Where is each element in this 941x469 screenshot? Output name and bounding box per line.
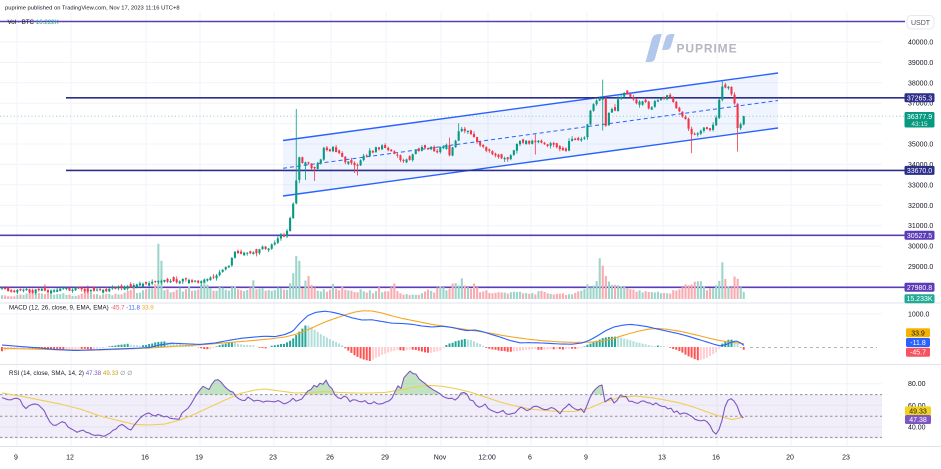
svg-text:PUPRIME: PUPRIME xyxy=(677,41,738,55)
svg-text:26: 26 xyxy=(326,455,334,462)
svg-text:31000.0: 31000.0 xyxy=(908,223,933,230)
svg-text:49.33: 49.33 xyxy=(909,408,927,415)
svg-text:19: 19 xyxy=(195,455,203,462)
svg-text:33.9: 33.9 xyxy=(911,330,925,337)
svg-text:40000.0: 40000.0 xyxy=(908,40,933,47)
svg-text:37265.3: 37265.3 xyxy=(907,95,932,102)
svg-text:20: 20 xyxy=(786,455,794,462)
svg-text:16: 16 xyxy=(712,455,720,462)
svg-text:RSI (14, close, SMA, 14, 2) 4: RSI (14, close, SMA, 14, 2) 47.38 49.33 … xyxy=(9,370,133,377)
svg-text:30000.0: 30000.0 xyxy=(908,244,933,251)
svg-text:43:15: 43:15 xyxy=(911,121,928,128)
svg-text:1000.0: 1000.0 xyxy=(908,312,930,319)
svg-text:60.00: 60.00 xyxy=(908,403,926,410)
svg-text:12:00: 12:00 xyxy=(478,455,496,462)
svg-text:35000.0: 35000.0 xyxy=(908,142,933,149)
svg-text:MACD (12, 26, close, 9, EMA, E: MACD (12, 26, close, 9, EMA, EMA) -45.7 … xyxy=(9,304,154,311)
svg-text:27980.8: 27980.8 xyxy=(907,285,932,292)
svg-text:33670.0: 33670.0 xyxy=(907,168,932,175)
svg-text:80.00: 80.00 xyxy=(908,381,926,388)
svg-text:13: 13 xyxy=(658,455,666,462)
svg-text:29: 29 xyxy=(381,455,389,462)
svg-text:9: 9 xyxy=(14,455,18,462)
svg-text:34000.0: 34000.0 xyxy=(908,162,933,169)
svg-text:USDT: USDT xyxy=(911,20,931,27)
svg-text:29000.0: 29000.0 xyxy=(908,264,933,271)
svg-text:23: 23 xyxy=(269,455,277,462)
svg-text:15.233K: 15.233K xyxy=(906,296,932,303)
svg-text:6: 6 xyxy=(528,455,532,462)
svg-text:40.00: 40.00 xyxy=(908,424,926,431)
svg-text:-45.7: -45.7 xyxy=(910,350,926,357)
svg-text:36377.9: 36377.9 xyxy=(907,114,932,121)
svg-text:30527.5: 30527.5 xyxy=(907,233,932,240)
svg-text:37000.0: 37000.0 xyxy=(908,101,933,108)
svg-text:puprime published on TradingVi: puprime published on TradingView.com, No… xyxy=(5,5,180,11)
svg-text:23: 23 xyxy=(842,455,850,462)
svg-text:16: 16 xyxy=(141,455,149,462)
svg-text:Vol · BTC 16.222K: Vol · BTC 16.222K xyxy=(8,19,60,26)
svg-text:12: 12 xyxy=(66,455,74,462)
svg-text:39000.0: 39000.0 xyxy=(908,60,933,67)
svg-text:33000.0: 33000.0 xyxy=(908,182,933,189)
svg-text:Nov: Nov xyxy=(434,455,447,462)
svg-text:9: 9 xyxy=(584,455,588,462)
svg-text:32000.0: 32000.0 xyxy=(908,203,933,210)
svg-text:38000.0: 38000.0 xyxy=(908,80,933,87)
svg-text:47.38: 47.38 xyxy=(909,417,927,424)
svg-text:-11.8: -11.8 xyxy=(910,340,926,347)
